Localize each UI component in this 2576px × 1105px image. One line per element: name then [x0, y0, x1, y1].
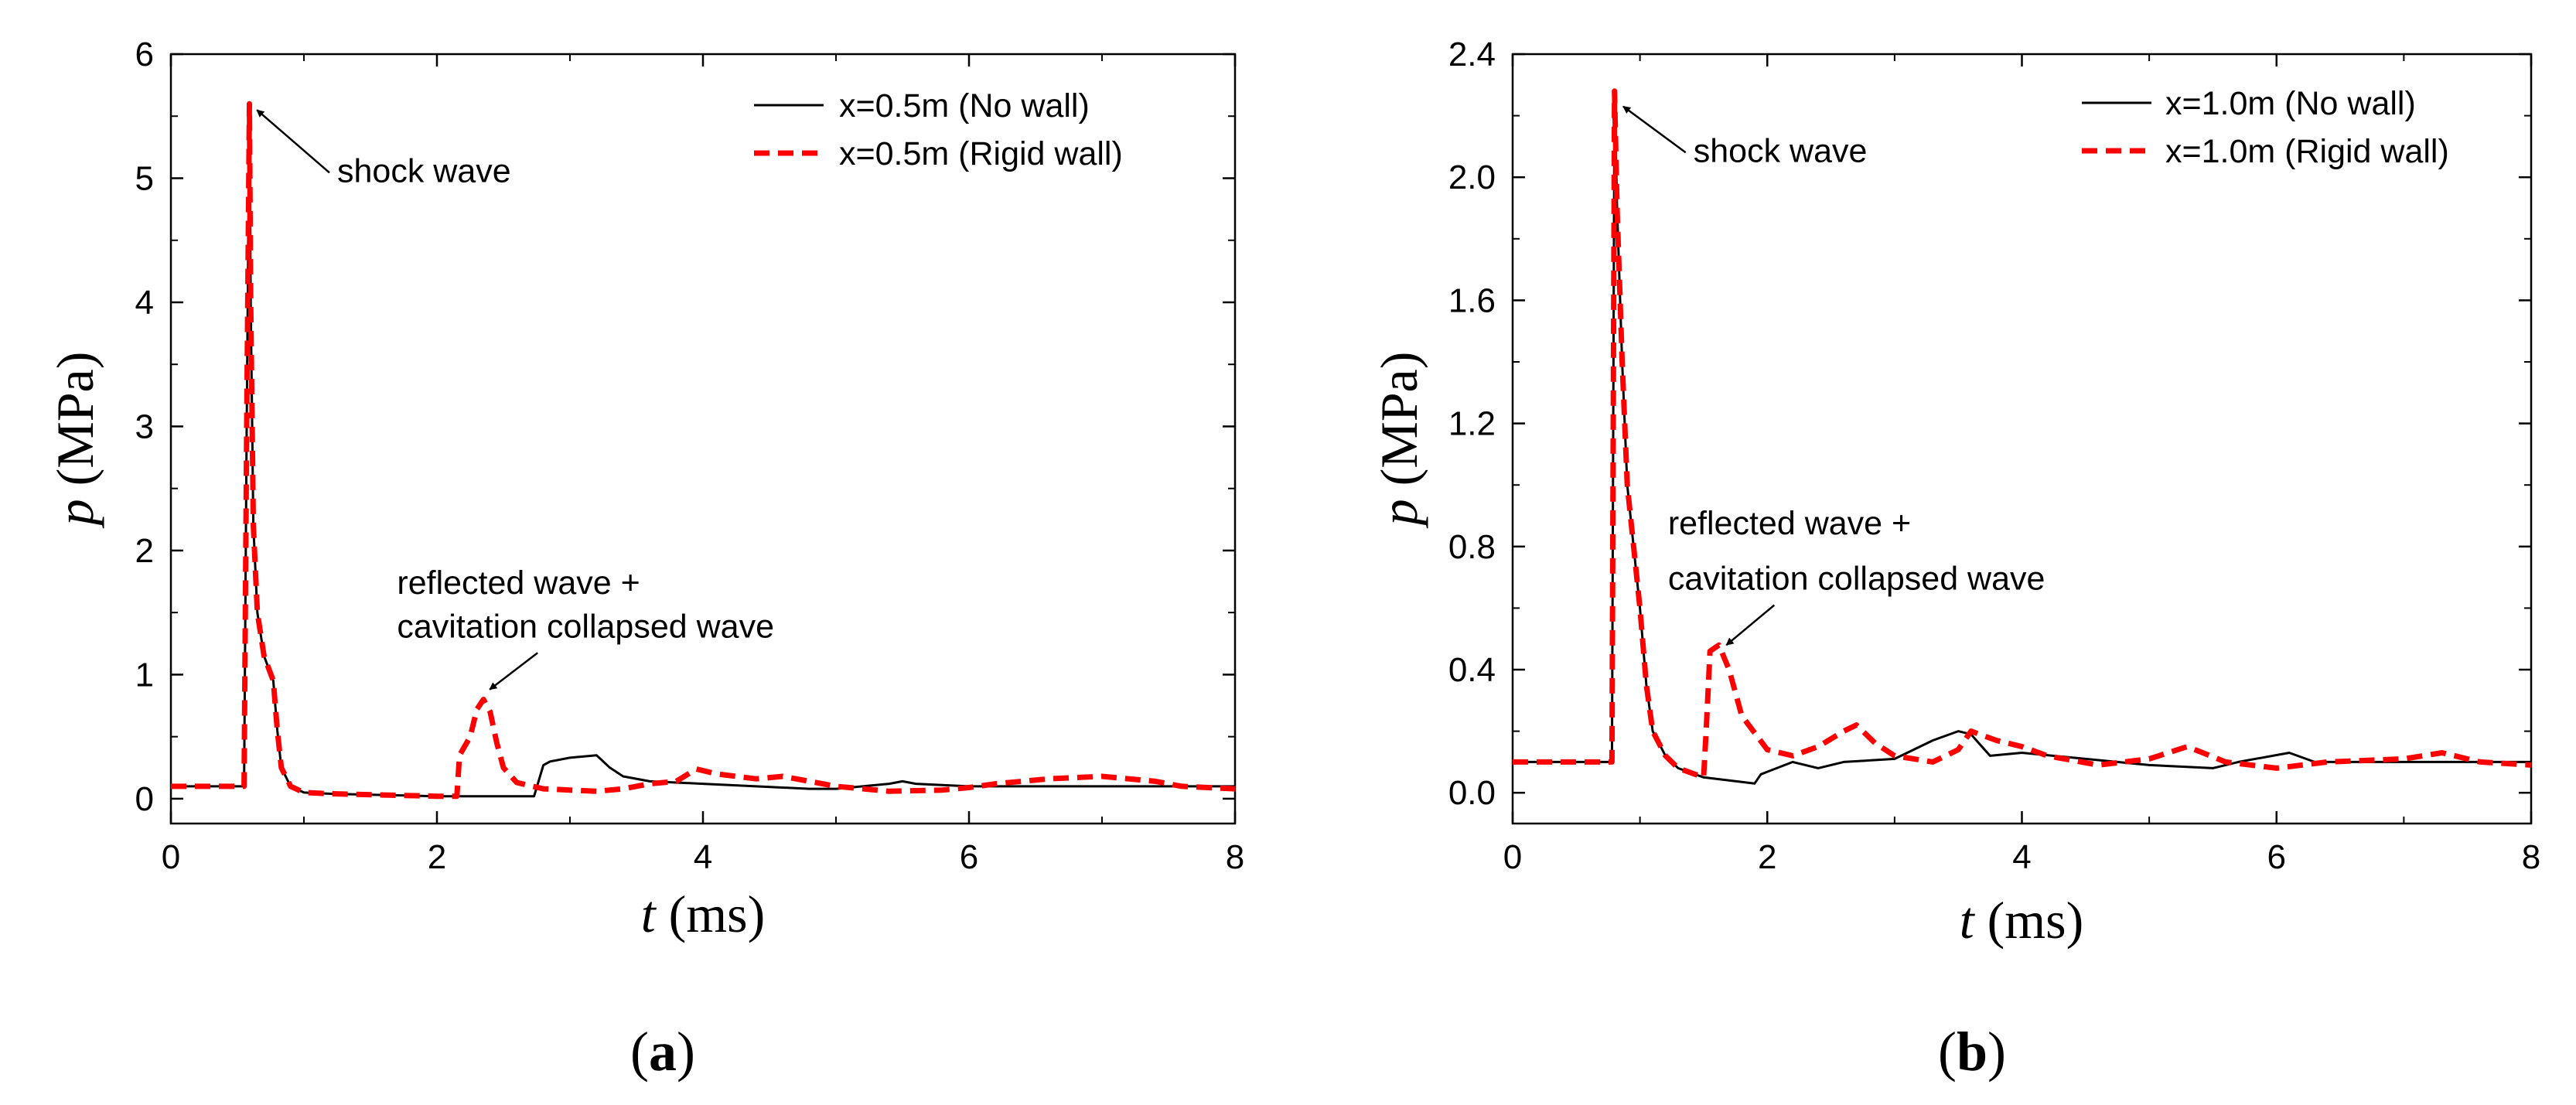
y-axis-title: p (MPa) [46, 352, 104, 529]
annotation-arrow [1725, 604, 1776, 646]
annotations: shock wave reflected wave + cavitation col… [1622, 105, 2045, 646]
x-axis-open-paren: ( [656, 885, 687, 943]
panel-label-open-paren: ( [630, 1021, 649, 1083]
panel-label-close-paren: ) [677, 1021, 695, 1083]
x-axis-variable: t [641, 885, 657, 943]
panel-label-a: (a) [630, 1021, 695, 1083]
annotation-arrow [256, 109, 330, 174]
y-axis-unit: MPa [46, 369, 104, 468]
x-tick-label: 4 [694, 838, 712, 876]
annotation-text: reflected wave + [397, 564, 640, 602]
y-axis-open-paren: ( [1370, 469, 1428, 500]
x-tick-label: 4 [2012, 838, 2031, 876]
x-axis-variable: t [1960, 891, 1976, 950]
annotation-text: cavitation collapsed wave [1668, 561, 2045, 598]
x-axis-close-paren: ) [748, 885, 766, 943]
chart-panel-a: 0 2 4 6 8 0 1 2 3 4 5 6 shock wave reflected wave +… [46, 36, 1244, 1083]
x-axis-close-paren: ) [2066, 891, 2084, 950]
y-tick-label: 1 [135, 656, 154, 694]
chart-panel-b: 0 2 4 6 8 0.0 0.4 0.8 1.2 1.6 2.0 2.4 shock wave re… [1370, 36, 2540, 1083]
y-axis-open-paren: ( [46, 469, 104, 500]
x-axis-unit: ms [686, 885, 747, 943]
y-axis-close-paren: ) [46, 352, 104, 370]
legend-label-rigid-wall: x=1.0m (Rigid wall) [2165, 133, 2449, 170]
legend-label-rigid-wall: x=0.5m (Rigid wall) [839, 135, 1123, 172]
annotation-text: reflected wave + [1668, 505, 1911, 542]
x-tick-label: 8 [2522, 838, 2540, 876]
y-tick-label: 0.8 [1448, 528, 1496, 566]
legend-label-no-wall: x=0.5m (No wall) [839, 87, 1090, 124]
x-axis-title: t (ms) [641, 885, 766, 943]
y-axis-close-paren: ) [1370, 352, 1428, 370]
panel-label-letter: a [649, 1021, 677, 1083]
y-axis-unit: MPa [1370, 369, 1428, 468]
x-tick-label: 6 [960, 838, 978, 876]
x-axis-title: t (ms) [1960, 891, 2084, 950]
annotation-arrow [489, 652, 538, 691]
series-lines [1513, 88, 2532, 785]
legend-label-no-wall: x=1.0m (No wall) [2165, 85, 2416, 122]
y-tick-label: 0 [135, 780, 154, 818]
y-tick-label: 2.4 [1448, 36, 1496, 73]
legend: x=0.5m (No wall) x=0.5m (Rigid wall) [754, 87, 1123, 172]
annotation-text: shock wave [1694, 132, 1868, 169]
x-tick-label: 6 [2267, 838, 2286, 876]
panel-label-letter: b [1957, 1021, 1987, 1083]
y-ticks: 0 1 2 3 4 5 6 [135, 36, 1235, 818]
panel-label-close-paren: ) [1987, 1021, 2006, 1083]
annotation-arrow [1622, 105, 1687, 154]
y-tick-label: 2 [135, 532, 154, 570]
annotations: shock wave reflected wave + cavitation col… [256, 109, 774, 691]
x-ticks: 0 2 4 6 8 [162, 54, 1244, 876]
y-tick-label: 0.0 [1448, 774, 1496, 812]
y-tick-label: 2.0 [1448, 159, 1496, 196]
y-tick-label: 5 [135, 159, 154, 197]
y-tick-label: 0.4 [1448, 651, 1496, 689]
y-tick-label: 1.2 [1448, 405, 1496, 443]
series-line-rigid-wall [1513, 88, 2532, 780]
x-tick-label: 2 [1758, 838, 1776, 876]
series-lines [171, 101, 1236, 800]
y-axis-variable: p [46, 499, 104, 528]
x-axis-unit: ms [2005, 891, 2066, 950]
x-tick-label: 0 [162, 838, 180, 876]
annotation-text: cavitation collapsed wave [397, 608, 774, 645]
annotation-text: shock wave [337, 152, 511, 189]
y-axis-variable: p [1370, 499, 1428, 528]
y-tick-label: 4 [135, 284, 154, 322]
y-tick-label: 6 [135, 36, 154, 73]
x-tick-label: 0 [1503, 838, 1522, 876]
x-tick-label: 8 [1226, 838, 1244, 876]
x-tick-label: 2 [428, 838, 446, 876]
series-line-no-wall [1513, 90, 2531, 785]
x-ticks: 0 2 4 6 8 [1503, 54, 2540, 876]
y-tick-label: 3 [135, 408, 154, 445]
y-ticks: 0.0 0.4 0.8 1.2 1.6 2.0 2.4 [1448, 36, 2531, 812]
y-axis-title: p (MPa) [1370, 352, 1428, 529]
panel-label-open-paren: ( [1938, 1021, 1957, 1083]
panel-label-b: (b) [1938, 1021, 2006, 1083]
series-line-rigid-wall [171, 101, 1236, 800]
y-tick-label: 1.6 [1448, 281, 1496, 319]
series-line-no-wall [171, 102, 1235, 798]
x-axis-open-paren: ( [1974, 891, 2005, 950]
legend: x=1.0m (No wall) x=1.0m (Rigid wall) [2082, 85, 2449, 170]
